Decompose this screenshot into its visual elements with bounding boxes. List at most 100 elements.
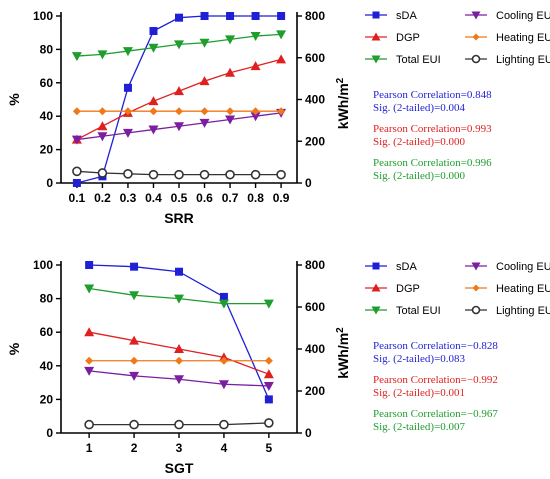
x-axis-label: SGT [165, 460, 194, 476]
x-tick-label: 0.7 [222, 191, 239, 205]
data-point-heating-eui [72, 107, 81, 116]
data-point-lighting-eui [250, 169, 261, 180]
data-point-sda [175, 267, 183, 276]
data-point-cooling-eui [174, 122, 184, 132]
x-tick-label: 0.3 [120, 191, 137, 205]
y-tick-label-right: 200 [305, 384, 325, 398]
data-point-cooling-eui [129, 371, 140, 381]
x-tick-label: 0.8 [247, 191, 264, 205]
legend-cooling-eui-marker [471, 11, 481, 20]
data-point-dgp [199, 76, 210, 86]
data-point-lighting-eui [84, 419, 94, 430]
legend-label-lighting-eui: Lighting EUI [496, 305, 550, 317]
data-point-total-eui [174, 294, 184, 304]
y-tick-label-left: 100 [33, 9, 53, 23]
legend-dgp-marker [371, 32, 381, 41]
data-point-sda [175, 13, 183, 22]
data-point-heating-eui [149, 107, 158, 116]
x-tick-label: 0.2 [94, 191, 111, 205]
annotation-dgp: Sig. (2-tailed)=0.000 [373, 136, 466, 148]
y-tick-label-right: 400 [305, 93, 325, 107]
series-lighting-eui [84, 418, 274, 430]
series-total-eui [84, 284, 274, 309]
y-tick-label-left: 40 [40, 109, 54, 123]
x-tick-label: 0.6 [196, 191, 213, 205]
data-point-dgp [84, 327, 95, 337]
legend-sda-marker [372, 262, 380, 270]
legend-sda-marker [372, 11, 380, 19]
data-point-heating-eui [251, 107, 260, 116]
data-point-total-eui [276, 30, 287, 40]
annotation-total-eui: Sig. (2-tailed)=0.007 [373, 421, 466, 433]
y-tick-label-left: 0 [46, 176, 53, 190]
x-tick-label: 3 [176, 441, 183, 455]
annotation-dgp: Pearson Correlation=−0.992 [373, 374, 498, 386]
legend-label-cooling-eui: Cooling EUI [496, 10, 550, 22]
chart-1: 0 20 40 60 80 100 0 200 400 600 800 0.1 0.2 0.3 0.4 0.5… [6, 9, 550, 226]
data-point-dgp [250, 61, 261, 71]
legend-label-lighting-eui: Lighting EUI [496, 54, 550, 66]
data-point-dgp [263, 369, 274, 379]
data-point-lighting-eui [225, 169, 235, 180]
legend-label-heating-eui: Heating EUI [496, 32, 550, 44]
data-point-sda [85, 261, 94, 269]
data-point-dgp [129, 335, 140, 345]
data-point-heating-eui [85, 356, 94, 365]
y-tick-label-right: 600 [305, 51, 325, 65]
legend-label-sda: sDA [396, 10, 417, 22]
data-point-total-eui [225, 35, 236, 45]
series-cooling-eui [84, 366, 274, 391]
data-point-dgp [174, 344, 184, 353]
data-point-dgp [174, 86, 184, 96]
data-point-cooling-eui [71, 135, 82, 145]
legend-lighting-eui-marker [471, 305, 481, 315]
x-tick-label: 1 [86, 441, 93, 455]
data-point-total-eui [71, 52, 82, 62]
data-point-lighting-eui [148, 169, 159, 180]
data-point-sda [200, 12, 209, 20]
data-point-heating-eui [219, 356, 228, 365]
annotation-dgp: Pearson Correlation=0.993 [373, 123, 492, 135]
legend-lighting-eui-marker [471, 54, 481, 64]
y-tick-label-left: 80 [40, 42, 54, 56]
y-axis-label-left: % [6, 342, 22, 355]
data-point-heating-eui [200, 107, 209, 116]
data-point-total-eui [148, 43, 159, 53]
legend-label-total-eui: Total EUI [396, 305, 441, 317]
data-point-lighting-eui [219, 419, 229, 430]
annotation-sda: Sig. (2-tailed)=0.004 [373, 102, 466, 114]
data-point-heating-eui [226, 107, 235, 116]
annotation-total-eui: Pearson Correlation=0.996 [373, 157, 492, 169]
legend: sDA Cooling EUI DGP Heating EUI Total EUI Lig… [365, 10, 550, 66]
data-point-cooling-eui [148, 125, 159, 135]
series-dgp [71, 54, 287, 144]
series-sda [72, 12, 286, 187]
series-lighting-eui [72, 166, 286, 180]
data-point-total-eui [174, 40, 184, 50]
data-point-lighting-eui [264, 418, 274, 428]
data-point-cooling-eui [174, 375, 184, 385]
data-point-sda [264, 395, 273, 404]
series-dgp [84, 327, 274, 379]
data-point-lighting-eui [174, 419, 184, 430]
y-tick-label-left: 40 [40, 359, 54, 373]
series-heating-eui [85, 356, 273, 365]
data-point-sda [72, 179, 81, 187]
data-point-heating-eui [175, 356, 183, 365]
x-tick-label: 2 [131, 441, 138, 455]
data-point-total-eui [263, 299, 274, 309]
data-point-total-eui [122, 47, 133, 57]
data-point-cooling-eui [218, 380, 229, 390]
y-tick-label-right: 400 [305, 342, 325, 356]
series-total-eui [71, 30, 287, 62]
y-tick-label-right: 800 [305, 258, 325, 272]
data-point-sda [123, 83, 132, 92]
data-point-heating-eui [264, 356, 273, 365]
data-point-total-eui [129, 291, 140, 301]
legend-cooling-eui-marker [471, 262, 481, 271]
legend-label-sda: sDA [396, 261, 417, 273]
y-axis-label-right: kWh/m2 [335, 327, 351, 379]
y-tick-label-left: 80 [40, 292, 54, 306]
y-tick-label-right: 0 [305, 176, 312, 190]
